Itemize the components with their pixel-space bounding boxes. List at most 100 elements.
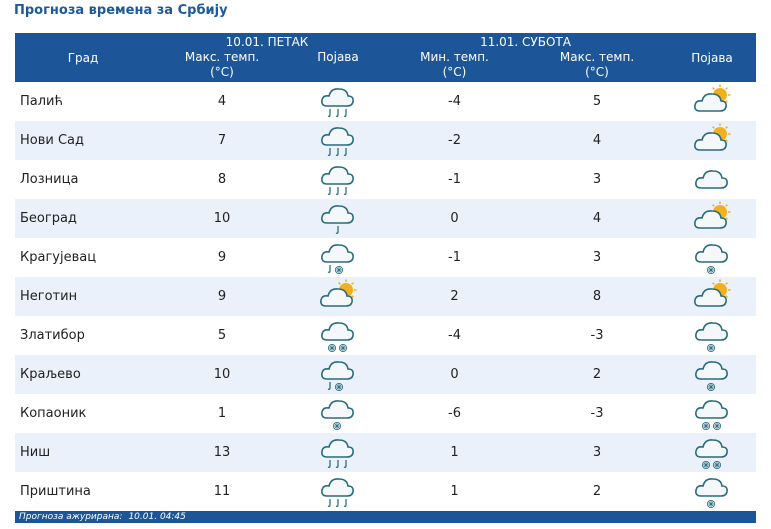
day1-phenomenon bbox=[293, 82, 383, 121]
city-name: Неготин bbox=[15, 277, 151, 316]
day2-phenomenon bbox=[668, 82, 756, 121]
footer-label: Прогноза ажурирана: bbox=[19, 512, 123, 522]
header-day2-max: Макс. темп. (°C) bbox=[526, 50, 669, 82]
day2-phenomenon bbox=[668, 160, 756, 199]
day1-max-temp: 1 bbox=[217, 406, 227, 421]
day2-min-temp: 0 bbox=[383, 199, 526, 238]
city-name: Краљево bbox=[15, 355, 151, 394]
city-name: Крагујевац bbox=[20, 250, 97, 265]
day2-max-temp: 5 bbox=[592, 94, 602, 109]
table-row: Палић 4 -4 5 bbox=[15, 82, 756, 121]
day2-min-temp: -2 bbox=[383, 121, 526, 160]
day1-phenomenon bbox=[293, 277, 383, 316]
cloud-sun-icon bbox=[668, 201, 756, 237]
day2-max-temp: -3 bbox=[590, 328, 604, 343]
header-day1-phenomenon: Појава bbox=[293, 50, 383, 82]
cloud-light-snow-icon bbox=[293, 396, 383, 432]
day2-min-temp: -1 bbox=[448, 172, 461, 187]
day2-max-temp: 4 bbox=[526, 121, 669, 160]
cloud-light-snow-icon bbox=[668, 474, 756, 510]
day2-max-temp: 8 bbox=[526, 277, 669, 316]
day2-phenomenon bbox=[668, 316, 756, 355]
day2-phenomenon bbox=[668, 238, 756, 277]
cloud-rain-icon bbox=[293, 162, 383, 198]
day2-phenomenon bbox=[668, 394, 756, 433]
city-name: Нови Сад bbox=[15, 121, 151, 160]
header-day1-date: 10.01. ПЕТАК bbox=[151, 33, 383, 50]
header-day1-max: Макс. темп. (°C) bbox=[151, 50, 293, 82]
cloud-rain-icon bbox=[293, 123, 383, 159]
table-row: Ниш 13 1 3 bbox=[15, 433, 757, 472]
day1-max-temp: 7 bbox=[151, 121, 293, 160]
table-row: Приштина 11 1 2 bbox=[15, 472, 756, 511]
cloud-snow-icon bbox=[668, 435, 756, 471]
cloud-rain-icon bbox=[293, 84, 383, 120]
cloud-rain-snow-icon bbox=[293, 357, 383, 393]
day1-max-temp: 8 bbox=[217, 172, 227, 187]
forecast-table: Град 10.01. ПЕТАК 11.01. СУБОТА Појава М… bbox=[15, 33, 757, 511]
day1-max-temp: 11 bbox=[213, 484, 231, 499]
city-name: Златибор bbox=[20, 328, 85, 343]
footer-timestamp: 10.01. 04:45 bbox=[128, 512, 186, 522]
table-row: Крагујевац 9 -1 3 bbox=[15, 238, 756, 277]
day2-min-temp: -4 bbox=[448, 94, 461, 109]
day2-min-temp: -1 bbox=[448, 250, 461, 265]
table-row: Копаоник 1 -6 -3 bbox=[15, 394, 756, 433]
city-name: Ниш bbox=[15, 433, 151, 472]
day2-min-temp: 2 bbox=[383, 277, 526, 316]
day1-phenomenon bbox=[293, 433, 383, 472]
day1-max-temp: 10 bbox=[151, 199, 293, 238]
day1-max-temp: 5 bbox=[217, 328, 227, 343]
table-row: Београд 10 0 4 bbox=[15, 199, 757, 238]
cloud-snow-icon bbox=[293, 318, 383, 354]
cloud-light-snow-icon bbox=[668, 318, 756, 354]
day2-max-temp: 4 bbox=[526, 199, 669, 238]
day1-phenomenon bbox=[293, 355, 383, 394]
day2-min-temp: -4 bbox=[448, 328, 461, 343]
day1-phenomenon bbox=[293, 316, 383, 355]
day1-phenomenon bbox=[293, 199, 383, 238]
table-row: Лозница 8 -1 3 bbox=[15, 160, 756, 199]
day2-phenomenon bbox=[668, 121, 757, 160]
day1-phenomenon bbox=[293, 121, 383, 160]
header-day2-min: Мин. темп. (°C) bbox=[383, 50, 526, 82]
table-row: Златибор 5 -4 -3 bbox=[15, 316, 756, 355]
table-row: Краљево 10 0 2 bbox=[15, 355, 757, 394]
cloud-rain-snow-icon bbox=[293, 240, 383, 276]
table-row: Неготин 9 2 8 bbox=[15, 277, 757, 316]
day1-max-temp: 10 bbox=[151, 355, 293, 394]
cloud-light-snow-icon bbox=[668, 240, 756, 276]
cloud-sun-icon bbox=[668, 84, 756, 120]
day1-max-temp: 9 bbox=[151, 277, 293, 316]
day2-max-temp: 2 bbox=[526, 355, 669, 394]
day1-phenomenon bbox=[293, 238, 383, 277]
update-footer: Прогноза ажурирана: 10.01. 04:45 bbox=[15, 511, 756, 523]
day2-max-temp: 3 bbox=[592, 250, 602, 265]
day2-phenomenon bbox=[668, 277, 757, 316]
header-city: Град bbox=[15, 33, 151, 82]
day1-phenomenon bbox=[293, 394, 383, 433]
cloud-sun-icon bbox=[668, 279, 756, 315]
page-title: Прогноза времена за Србију bbox=[14, 3, 228, 18]
day2-max-temp: 3 bbox=[526, 433, 669, 472]
city-name: Приштина bbox=[20, 484, 91, 499]
cloud-sun-icon bbox=[293, 279, 383, 315]
header-day2-phenomenon: Појава bbox=[668, 33, 757, 82]
cloud-light-rain-icon bbox=[293, 201, 383, 237]
day1-phenomenon bbox=[293, 160, 383, 199]
day2-min-temp: 1 bbox=[383, 433, 526, 472]
cloud-sun-icon bbox=[668, 123, 756, 159]
day2-min-temp: 0 bbox=[383, 355, 526, 394]
day2-phenomenon bbox=[668, 472, 756, 511]
day2-min-temp: 1 bbox=[450, 484, 459, 499]
cloud-icon bbox=[668, 162, 756, 198]
cloud-light-snow-icon bbox=[668, 357, 756, 393]
city-name: Лозница bbox=[20, 172, 79, 187]
header-day2-date: 11.01. СУБОТА bbox=[383, 33, 669, 50]
day2-min-temp: -6 bbox=[448, 406, 461, 421]
city-name: Палић bbox=[20, 94, 63, 109]
day2-phenomenon bbox=[668, 433, 757, 472]
day1-phenomenon bbox=[293, 472, 383, 511]
day1-max-temp: 13 bbox=[151, 433, 293, 472]
cloud-rain-icon bbox=[293, 474, 383, 510]
